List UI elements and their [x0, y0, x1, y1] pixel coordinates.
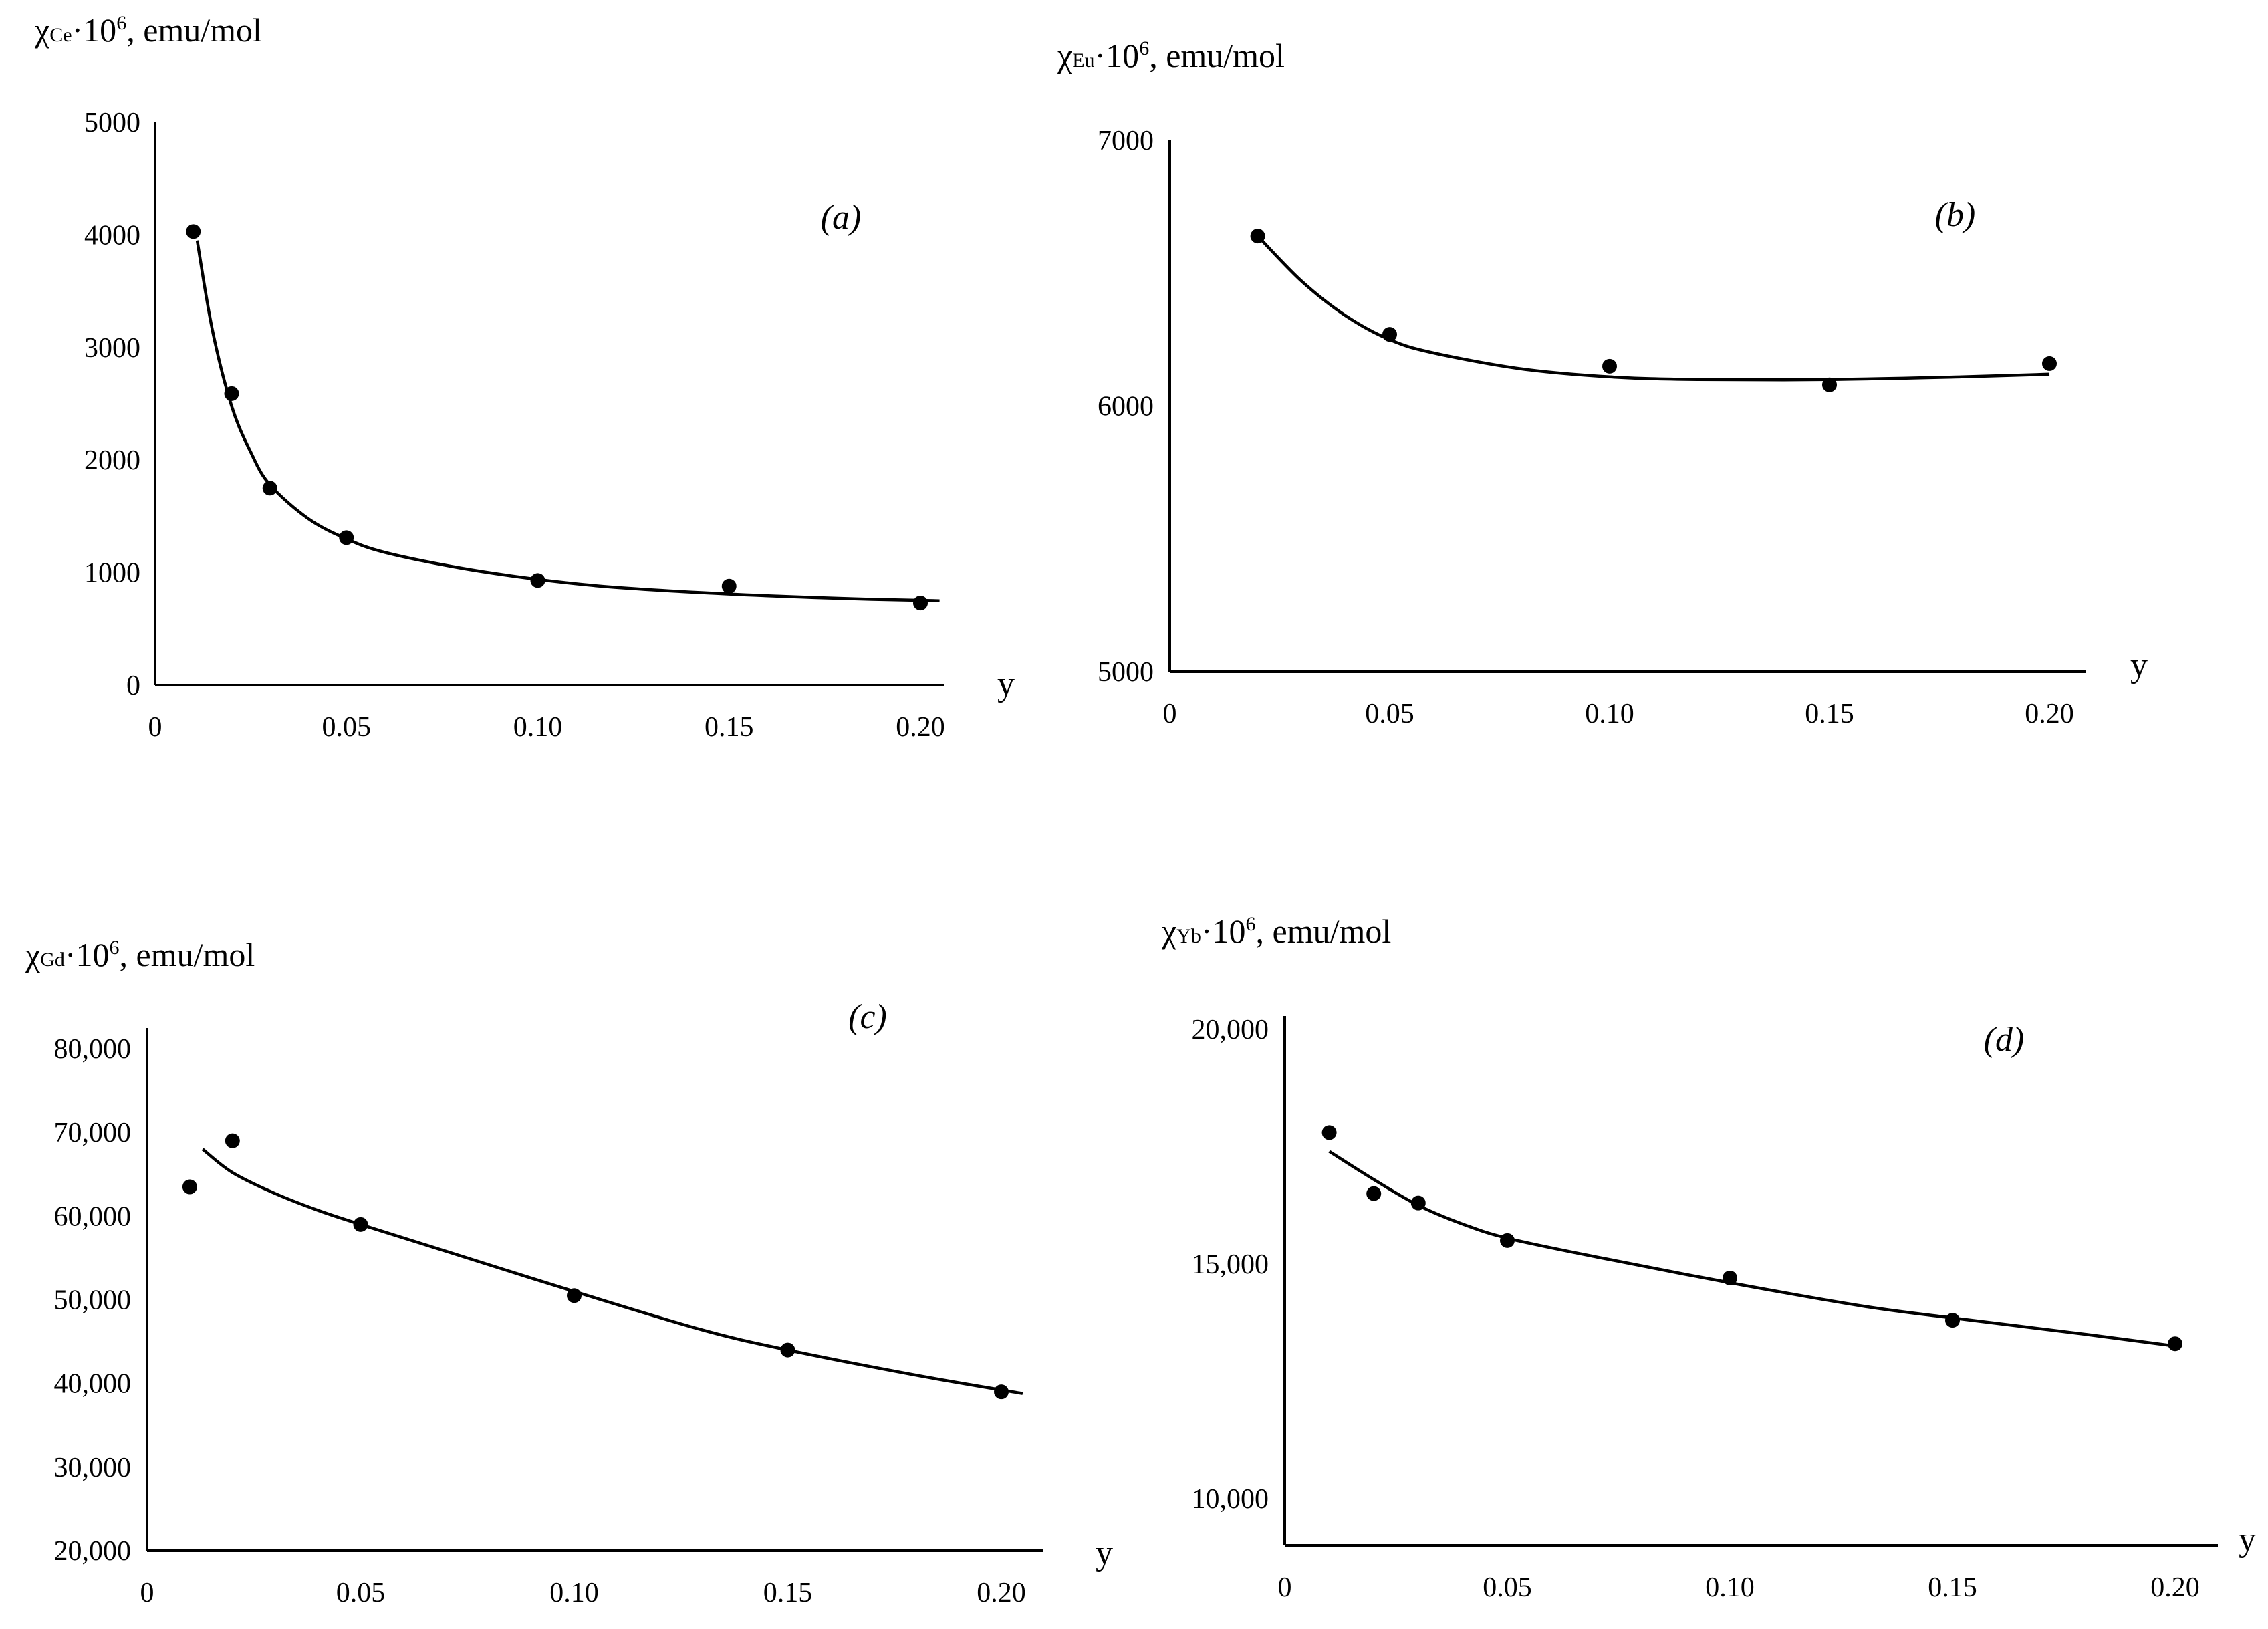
fit-curve	[201, 1148, 1023, 1395]
data-point	[913, 596, 928, 611]
panel-label: (c)	[848, 998, 887, 1036]
y-tick-label: 40,000	[54, 1369, 132, 1400]
data-point	[1250, 229, 1265, 244]
x-tick-label: 0.05	[1483, 1572, 1532, 1603]
y-tick-label: 70,000	[54, 1118, 132, 1148]
data-point	[1500, 1233, 1515, 1248]
x-tick-label: 0.20	[2025, 699, 2074, 729]
chart-panel-c: χGd·106, emu/mol y (c) 20,000 30,000 40,000 50…	[25, 936, 1113, 1608]
data-point	[182, 1179, 197, 1195]
data-point	[1321, 1125, 1337, 1140]
y-tick-label: 5000	[84, 108, 140, 138]
x-tick-label: 0.10	[1705, 1572, 1755, 1603]
y-tick-label: 30,000	[54, 1453, 132, 1483]
y-tick-label: 20,000	[54, 1536, 132, 1567]
data-point	[567, 1288, 582, 1303]
data-point	[1602, 358, 1617, 374]
y-tick-label: 3000	[84, 333, 140, 364]
x-tick-label: 0.05	[336, 1578, 386, 1608]
y-tick-label: 6000	[1098, 392, 1154, 422]
x-axis-label: y	[1096, 1534, 1113, 1572]
x-tick-label: 0.15	[1928, 1572, 1977, 1603]
data-point	[224, 386, 239, 401]
data-point	[530, 573, 545, 588]
x-tick-label: 0.15	[763, 1578, 813, 1608]
data-point	[1366, 1186, 1382, 1201]
x-tick-label: 0.20	[977, 1578, 1026, 1608]
data-point	[994, 1384, 1009, 1400]
x-tick-label: 0	[1278, 1572, 1292, 1603]
x-tick-label: 0.10	[513, 712, 563, 743]
panel-label: (b)	[1935, 196, 1976, 234]
x-tick-label: 0	[1163, 699, 1177, 729]
x-tick-label: 0.15	[705, 712, 754, 743]
y-tick-label: 20,000	[1192, 1015, 1269, 1045]
y-tick-label: 50,000	[54, 1285, 132, 1316]
y-tick-label: 5000	[1098, 657, 1154, 688]
x-tick-label: 0	[140, 1578, 154, 1608]
fit-curve	[195, 240, 940, 602]
y-tick-label: 4000	[84, 220, 140, 251]
data-point	[186, 224, 201, 239]
panel-label: (d)	[1984, 1021, 2025, 1059]
data-point	[1822, 377, 1837, 392]
data-point	[1945, 1313, 1960, 1328]
x-axis-label: y	[2239, 1521, 2256, 1559]
y-tick-label: 80,000	[54, 1034, 132, 1065]
data-point	[1382, 327, 1397, 342]
x-tick-label: 0.15	[1805, 699, 1854, 729]
data-point	[225, 1133, 240, 1148]
data-point	[2168, 1336, 2182, 1352]
data-point	[262, 481, 277, 496]
y-axis-label: χCe·106, emu/mol	[34, 11, 262, 49]
data-point	[1723, 1270, 1737, 1285]
x-axis-label: y	[2130, 646, 2148, 684]
y-axis-label: χEu·106, emu/mol	[1057, 37, 1285, 74]
x-tick-label: 0.20	[2150, 1572, 2200, 1603]
data-point	[721, 578, 737, 594]
fit-curve	[1328, 1150, 2176, 1348]
data-point	[1410, 1195, 1426, 1211]
y-tick-label: 15,000	[1192, 1249, 1269, 1280]
x-tick-label: 0	[148, 712, 162, 743]
y-tick-label: 10,000	[1192, 1484, 1269, 1515]
chart-panel-a: χCe·106, emu/mol y (a) 0 1000 2000 3000 4000 500…	[34, 11, 1015, 743]
data-point	[780, 1342, 795, 1358]
y-axis-label: χYb·106, emu/mol	[1161, 912, 1391, 950]
y-tick-label: 1000	[84, 558, 140, 589]
x-tick-label: 0.20	[896, 712, 945, 743]
data-point	[353, 1217, 368, 1232]
x-tick-label: 0.05	[1365, 699, 1414, 729]
y-tick-label: 0	[126, 670, 140, 701]
panel-label: (a)	[821, 199, 862, 237]
y-tick-label: 60,000	[54, 1201, 132, 1232]
chart-panel-b: χEu·106, emu/mol y (b) 5000 6000 7000 0 0.05 0.1…	[1057, 37, 2148, 729]
fit-curve	[1256, 235, 2050, 382]
y-tick-label: 7000	[1098, 126, 1154, 156]
y-axis-label: χGd·106, emu/mol	[25, 936, 255, 973]
data-point	[339, 530, 354, 545]
chart-panel-d: χYb·106, emu/mol y (d) 10,000 15,000 20,000 0 0…	[1161, 912, 2256, 1603]
x-tick-label: 0.10	[1585, 699, 1634, 729]
x-tick-label: 0.05	[322, 712, 372, 743]
x-axis-label: y	[997, 665, 1015, 703]
y-tick-label: 2000	[84, 445, 140, 476]
data-point	[2042, 356, 2057, 371]
x-tick-label: 0.10	[549, 1578, 599, 1608]
